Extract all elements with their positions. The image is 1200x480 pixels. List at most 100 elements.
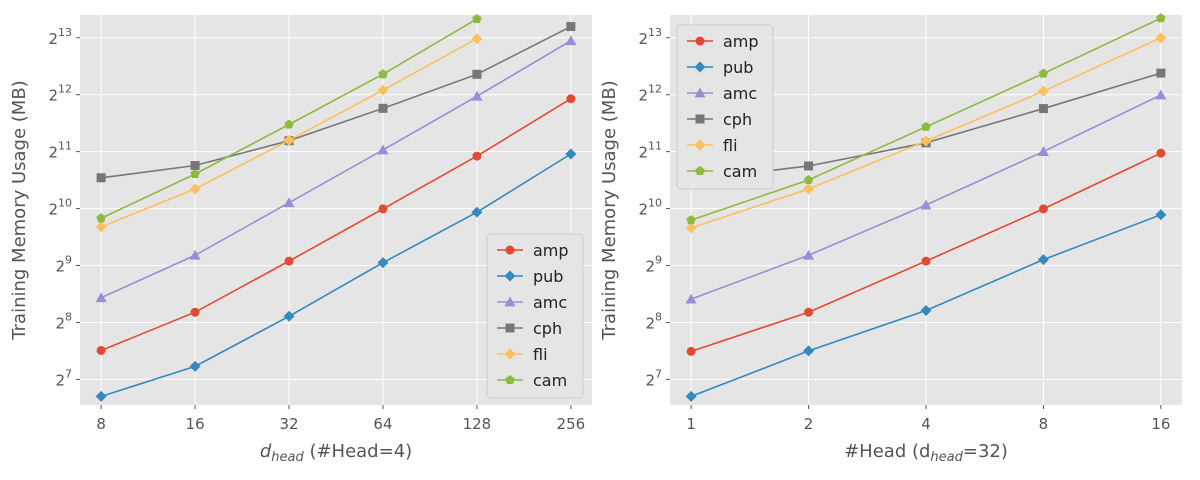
x-tick-label: 16 — [1151, 415, 1170, 433]
legend-label: amc — [723, 84, 757, 103]
data-point-pub — [685, 390, 697, 402]
x-tick-label: 256 — [557, 415, 586, 433]
x-tick-label: 2 — [804, 415, 814, 433]
legend-label: cam — [723, 162, 757, 181]
x-tick-label: 32 — [279, 415, 298, 433]
data-point-cam — [1038, 68, 1049, 78]
data-point-amc — [1037, 146, 1049, 156]
legend-marker-cam — [505, 375, 515, 385]
data-point-cph — [96, 173, 106, 183]
y-tick-label: 211 — [48, 140, 72, 162]
data-point-cph — [190, 161, 200, 171]
x-axis-label: #Head (dhead=32) — [844, 441, 1008, 465]
legend-item-cph: cph — [497, 319, 562, 338]
series-amp — [96, 94, 576, 355]
x-tick-label: 16 — [186, 415, 205, 433]
data-point-fli — [95, 221, 107, 233]
legend: amp pub amc cph fli cam — [486, 233, 584, 399]
x-axis-label: dhead (#Head=4) — [260, 441, 412, 465]
data-point-amp — [96, 345, 106, 355]
data-point-cph — [472, 69, 482, 79]
data-point-amp — [472, 151, 482, 161]
data-point-pub — [189, 360, 201, 372]
data-point-amc — [803, 249, 815, 260]
legend-item-pub: pub — [497, 267, 563, 286]
data-point-cph — [1038, 104, 1048, 114]
data-point-amc — [685, 293, 697, 304]
legend-item-cph: cph — [687, 110, 752, 129]
legend-label: amp — [723, 32, 759, 51]
series-line-pub — [100, 153, 572, 398]
legend-item-fli: fli — [497, 345, 548, 364]
data-point-cam — [1156, 13, 1166, 23]
x-tick-label: 1 — [686, 415, 696, 433]
y-tick-label: 213 — [48, 26, 72, 48]
data-point-amp — [566, 94, 576, 104]
data-point-cam — [472, 13, 482, 24]
y-tick-label: 28 — [55, 310, 72, 332]
data-point-cph — [566, 22, 576, 32]
data-point-fli — [189, 183, 201, 195]
x-tick-label: 64 — [373, 415, 392, 433]
legend-label: pub — [533, 267, 563, 286]
data-point-cam — [284, 119, 294, 129]
legend-marker-cph — [505, 323, 515, 333]
data-point-fli — [283, 134, 295, 146]
legend-label: amc — [533, 293, 567, 312]
legend-label: cph — [723, 110, 752, 129]
y-tick-label: 27 — [645, 367, 662, 389]
legend-marker-cph — [695, 114, 705, 124]
legend-label: cam — [533, 371, 567, 390]
series-fli — [685, 32, 1167, 234]
data-point-amc — [471, 90, 483, 101]
data-point-pub — [283, 310, 295, 322]
series-amc — [95, 35, 577, 303]
data-point-pub — [920, 305, 932, 317]
x-tick-label: 128 — [463, 415, 492, 433]
legend-marker-cam — [695, 166, 705, 176]
legend-item-cam: cam — [497, 371, 567, 390]
legend: amp pub amc cph fli cam — [676, 24, 774, 190]
series-line-amc — [100, 40, 572, 299]
series-amc — [685, 89, 1167, 304]
data-point-fli — [803, 183, 815, 195]
data-point-cam — [686, 215, 696, 225]
series-line-cph — [101, 25, 572, 179]
y-tick-label: 211 — [638, 140, 662, 162]
data-point-pub — [377, 257, 389, 269]
y-tick-label: 27 — [55, 367, 72, 389]
legend-marker-amc — [504, 296, 516, 307]
y-tick-label: 212 — [48, 83, 72, 105]
y-tick-label: 29 — [55, 254, 72, 276]
legend-label: fli — [533, 345, 548, 364]
data-point-fli — [920, 135, 932, 147]
data-point-amp — [1038, 204, 1048, 214]
y-axis-label: Training Memory Usage (MB) — [9, 80, 30, 340]
series-line-amp — [100, 98, 572, 352]
series-amp — [686, 148, 1166, 356]
data-point-pub — [565, 148, 577, 160]
legend-marker-amc — [694, 87, 706, 98]
legend-item-cam: cam — [687, 162, 757, 181]
y-tick-label: 213 — [638, 26, 662, 48]
y-axis-label: Training Memory Usage (MB) — [599, 80, 620, 340]
y-tick-label: 210 — [48, 197, 72, 219]
data-point-cph — [804, 161, 814, 171]
y-tick-label: 29 — [645, 254, 662, 276]
legend-label: amp — [533, 241, 569, 260]
data-point-fli — [1155, 32, 1167, 44]
data-point-cam — [96, 213, 106, 223]
x-tick-label: 4 — [921, 415, 931, 433]
series-cam — [96, 13, 482, 223]
legend-marker-fli — [504, 348, 516, 360]
data-point-cam — [803, 175, 814, 185]
data-point-fli — [377, 84, 389, 96]
legend-label: pub — [723, 58, 753, 77]
data-point-amp — [921, 256, 931, 266]
data-point-pub — [1037, 254, 1049, 266]
chart-panel-1: 8 16 32 64 128 256 27 28 29 210 211 212 213 Training … — [9, 13, 592, 465]
legend-item-fli: fli — [687, 136, 738, 155]
legend-item-amc: amc — [687, 84, 757, 103]
x-tick-label: 8 — [96, 415, 106, 433]
